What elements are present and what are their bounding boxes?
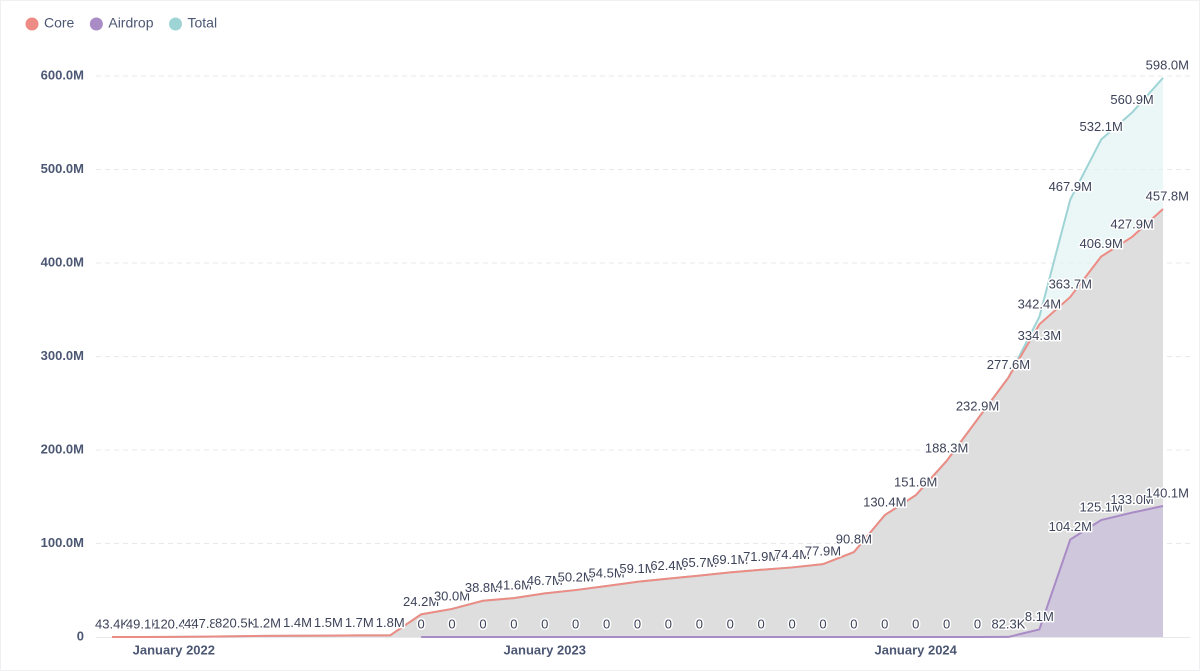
line: [111, 208, 1164, 638]
legend-label: Airdrop: [108, 15, 153, 31]
data-label: 30.0M: [434, 588, 470, 603]
y-tick-label: 100.0M: [41, 535, 84, 550]
data-label: 62.4M: [650, 558, 686, 573]
data-label: 0: [758, 616, 765, 631]
data-label: 598.0M: [1146, 57, 1189, 72]
x-tick-label: January 2024: [875, 642, 958, 657]
y-tick-label: 300.0M: [41, 348, 84, 363]
data-label: 38.8M: [465, 580, 501, 595]
data-label: 1.4M: [283, 615, 312, 630]
data-label: 104.2M: [1049, 519, 1092, 534]
legend-swatch: [25, 17, 39, 31]
data-label: 0: [974, 616, 981, 631]
legend-swatch: [89, 17, 103, 31]
legend-swatch: [169, 17, 182, 31]
data-label: 0: [727, 616, 734, 631]
data-label: 188.3M: [925, 440, 968, 455]
data-label: 69.1M: [712, 552, 748, 567]
data-label: 140.1M: [1146, 485, 1189, 500]
data-label: 0: [696, 616, 703, 631]
data-label: 467.9M: [1049, 179, 1092, 194]
data-label: 532.1M: [1079, 119, 1122, 134]
data-label: 820.5K: [215, 616, 257, 631]
data-label: 0: [819, 616, 826, 631]
data-label: 334.3M: [1018, 328, 1061, 343]
y-tick-label: 200.0M: [41, 441, 84, 456]
data-label: 0: [912, 616, 919, 631]
data-label: 406.9M: [1079, 236, 1122, 251]
data-label: 74.4M: [774, 547, 810, 562]
data-label: 447.8K: [184, 616, 226, 631]
data-label: 59.1M: [619, 561, 655, 576]
data-label: 71.9M: [743, 549, 779, 564]
area: [421, 506, 1163, 637]
data-label: 232.9M: [956, 399, 999, 414]
data-label: 0: [850, 616, 857, 631]
y-tick-label: 0: [77, 628, 84, 643]
data-label: 8.1M: [1025, 609, 1054, 624]
data-label: 125.1M: [1079, 499, 1122, 514]
y-tick-label: 500.0M: [41, 161, 84, 176]
data-label: 49.1K: [126, 616, 160, 631]
data-label: 277.6M: [987, 357, 1030, 372]
legend-label: Total: [188, 15, 218, 31]
data-label: 1.5M: [314, 615, 343, 630]
data-label: 0: [788, 616, 795, 631]
data-label: 50.2M: [558, 570, 594, 585]
data-label: 41.6M: [496, 578, 532, 593]
data-label: 1.8M: [376, 615, 405, 630]
data-label: 54.5M: [589, 565, 625, 580]
data-label: 1.7M: [345, 615, 374, 630]
data-label: 77.9M: [805, 544, 841, 559]
data-label: 0: [634, 616, 641, 631]
line: [421, 505, 1164, 638]
data-label: 457.8M: [1146, 188, 1189, 203]
data-label: 0: [418, 616, 425, 631]
data-label: 427.9M: [1110, 216, 1153, 231]
data-label: 363.7M: [1049, 276, 1092, 291]
data-label: 82.3K: [991, 616, 1025, 631]
x-tick-label: January 2022: [133, 642, 215, 657]
y-tick-label: 400.0M: [41, 254, 84, 269]
data-label: 65.7M: [681, 555, 717, 570]
data-label: 0: [943, 616, 950, 631]
data-label: 43.4K: [95, 616, 129, 631]
data-label: 0: [448, 616, 455, 631]
data-label: 151.6M: [894, 475, 937, 490]
data-label: 90.8M: [836, 532, 872, 547]
legend-label: Core: [44, 15, 75, 31]
data-label: 0: [881, 616, 888, 631]
data-label: 560.9M: [1110, 92, 1153, 107]
data-label: 0: [541, 616, 548, 631]
data-label: 0: [665, 616, 672, 631]
data-label: 120.4K: [153, 616, 195, 631]
y-tick-label: 600.0M: [41, 67, 84, 82]
data-label: 0: [479, 616, 486, 631]
area: [112, 208, 1163, 637]
x-tick-label: January 2023: [504, 642, 586, 657]
data-label: 0: [603, 616, 610, 631]
data-label: 133.0M: [1110, 492, 1153, 507]
data-label: 1.2M: [252, 615, 281, 630]
data-label: 0: [510, 616, 517, 631]
data-label: 0: [572, 616, 579, 631]
data-label: 130.4M: [863, 495, 906, 510]
data-label: 342.4M: [1018, 296, 1061, 311]
data-label: 24.2M: [403, 594, 439, 609]
data-label: 46.7M: [527, 573, 563, 588]
